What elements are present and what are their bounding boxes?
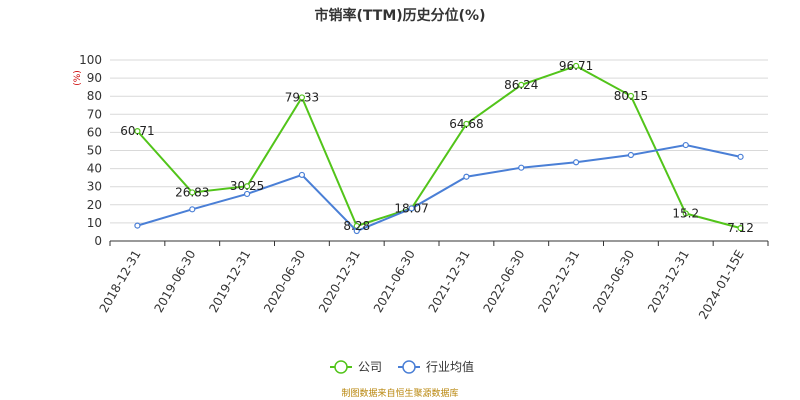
y-tick-label: 10 xyxy=(87,216,102,230)
x-tick-label: 2019-06-30 xyxy=(151,248,198,315)
x-tick-label: 2023-06-30 xyxy=(590,248,637,315)
x-tick-label: 2022-06-30 xyxy=(480,248,527,315)
source-note: 制图数据来自恒生聚源数据库 xyxy=(341,387,458,399)
legend-label: 行业均值 xyxy=(426,359,474,374)
x-tick-label: 2023-12-31 xyxy=(645,248,692,315)
y-tick-label: 20 xyxy=(87,198,102,212)
data-point xyxy=(408,205,415,212)
legend-label: 公司 xyxy=(358,360,382,374)
grid-lines xyxy=(110,59,768,224)
data-label: 26.83 xyxy=(175,185,209,199)
x-tick-label: 2019-12-31 xyxy=(206,248,253,315)
y-tick-label: 40 xyxy=(87,162,102,176)
x-axis: 2018-12-31 2019-06-30 2019-12-31 2020-06-30… xyxy=(97,240,769,322)
data-point xyxy=(682,210,689,217)
legend-swatch-marker xyxy=(334,360,348,374)
y-tick-label: 30 xyxy=(87,180,102,194)
legend: 公司 行业均值 xyxy=(330,359,474,374)
data-point xyxy=(518,164,525,171)
y-tick-label: 60 xyxy=(87,125,102,139)
data-point xyxy=(518,81,525,89)
data-label: 80.15 xyxy=(614,89,648,103)
data-label: 79.33 xyxy=(285,90,319,104)
data-point xyxy=(737,153,744,160)
x-tick-label: 2018-12-31 xyxy=(97,248,144,315)
data-point xyxy=(572,62,580,70)
x-tick-label: 2020-12-31 xyxy=(316,248,363,315)
data-label: 7.12 xyxy=(727,221,754,235)
series-line-0 xyxy=(136,64,741,230)
data-label: 8.28 xyxy=(343,219,370,233)
series-line-1 xyxy=(137,144,741,233)
x-tick-label: 2022-12-31 xyxy=(535,248,582,315)
data-label: 60.71 xyxy=(120,124,154,138)
chart-title: 市销率(TTM)历史分位(%) xyxy=(315,7,486,24)
x-tick-label: 2021-12-31 xyxy=(426,248,473,315)
data-point xyxy=(189,206,196,213)
y-tick-label: 70 xyxy=(87,107,102,121)
data-label: 64.68 xyxy=(449,117,483,131)
series-lines xyxy=(134,62,744,235)
data-label: 18.07 xyxy=(394,201,428,215)
x-tick-label: 2021-06-30 xyxy=(371,248,418,315)
x-tick-label: 2020-06-30 xyxy=(261,248,308,315)
y-tick-label: 80 xyxy=(87,89,102,103)
data-label: 96.71 xyxy=(559,59,593,73)
data-label: 86.24 xyxy=(504,78,538,92)
y-axis-ticks: 0 10 20 30 40 50 60 70 80 90 100 xyxy=(79,53,102,248)
data-point xyxy=(298,94,306,101)
data-point xyxy=(463,120,470,128)
data-point xyxy=(134,222,141,229)
data-point xyxy=(353,227,360,235)
y-tick-label: 90 xyxy=(87,71,102,85)
data-point xyxy=(189,189,196,196)
data-point xyxy=(243,190,251,198)
data-point xyxy=(134,128,141,135)
data-label: 30.25 xyxy=(230,179,264,193)
data-point xyxy=(627,92,635,100)
data-point xyxy=(463,173,470,180)
y-axis-unit: (%) xyxy=(73,70,83,86)
legend-swatch-marker xyxy=(402,360,416,374)
data-point xyxy=(572,159,580,166)
x-tick-label: 2024-01-15E xyxy=(696,248,747,322)
data-point xyxy=(737,225,744,232)
data-point xyxy=(682,141,689,149)
y-tick-label: 0 xyxy=(94,234,102,248)
y-tick-label: 100 xyxy=(79,53,102,67)
data-point xyxy=(243,183,251,190)
data-point xyxy=(627,151,635,159)
data-labels: 60.71 26.83 30.25 79.33 8.28 18.07 64.68 86.24 9… xyxy=(120,59,754,235)
y-tick-label: 50 xyxy=(87,144,102,158)
data-point xyxy=(298,171,306,179)
data-label: 15.2 xyxy=(672,206,699,220)
